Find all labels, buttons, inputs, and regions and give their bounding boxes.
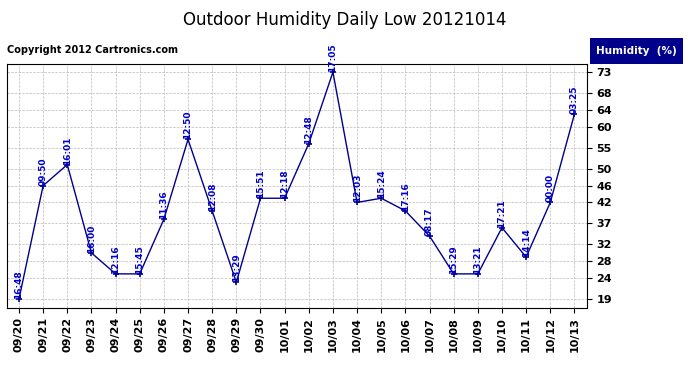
Text: 15:24: 15:24 — [377, 170, 386, 198]
Text: Outdoor Humidity Daily Low 20121014: Outdoor Humidity Daily Low 20121014 — [184, 11, 506, 29]
Text: 12:03: 12:03 — [353, 174, 362, 202]
Text: 16:01: 16:01 — [63, 136, 72, 165]
Text: 11:36: 11:36 — [159, 190, 168, 219]
Text: Copyright 2012 Cartronics.com: Copyright 2012 Cartronics.com — [7, 45, 178, 55]
Text: 09:50: 09:50 — [39, 157, 48, 186]
Text: 12:48: 12:48 — [304, 115, 313, 144]
Text: 13:29: 13:29 — [232, 254, 241, 282]
Text: 12:18: 12:18 — [280, 170, 289, 198]
Text: 15:45: 15:45 — [135, 245, 144, 274]
Text: 12:50: 12:50 — [184, 111, 193, 140]
Text: 00:00: 00:00 — [546, 174, 555, 202]
Text: 08:17: 08:17 — [425, 207, 434, 236]
Text: 17:05: 17:05 — [328, 44, 337, 72]
Text: 12:16: 12:16 — [111, 245, 120, 274]
Text: 17:21: 17:21 — [497, 199, 506, 228]
Text: 17:16: 17:16 — [401, 182, 410, 211]
Text: 16:00: 16:00 — [87, 225, 96, 253]
Text: 13:21: 13:21 — [473, 245, 482, 274]
Text: 03:25: 03:25 — [570, 86, 579, 114]
Text: 16:48: 16:48 — [14, 270, 23, 299]
Text: 15:29: 15:29 — [449, 245, 458, 274]
Text: 12:08: 12:08 — [208, 182, 217, 211]
Text: 15:51: 15:51 — [256, 170, 265, 198]
Text: Humidity  (%): Humidity (%) — [596, 46, 677, 56]
Text: 14:14: 14:14 — [522, 228, 531, 257]
